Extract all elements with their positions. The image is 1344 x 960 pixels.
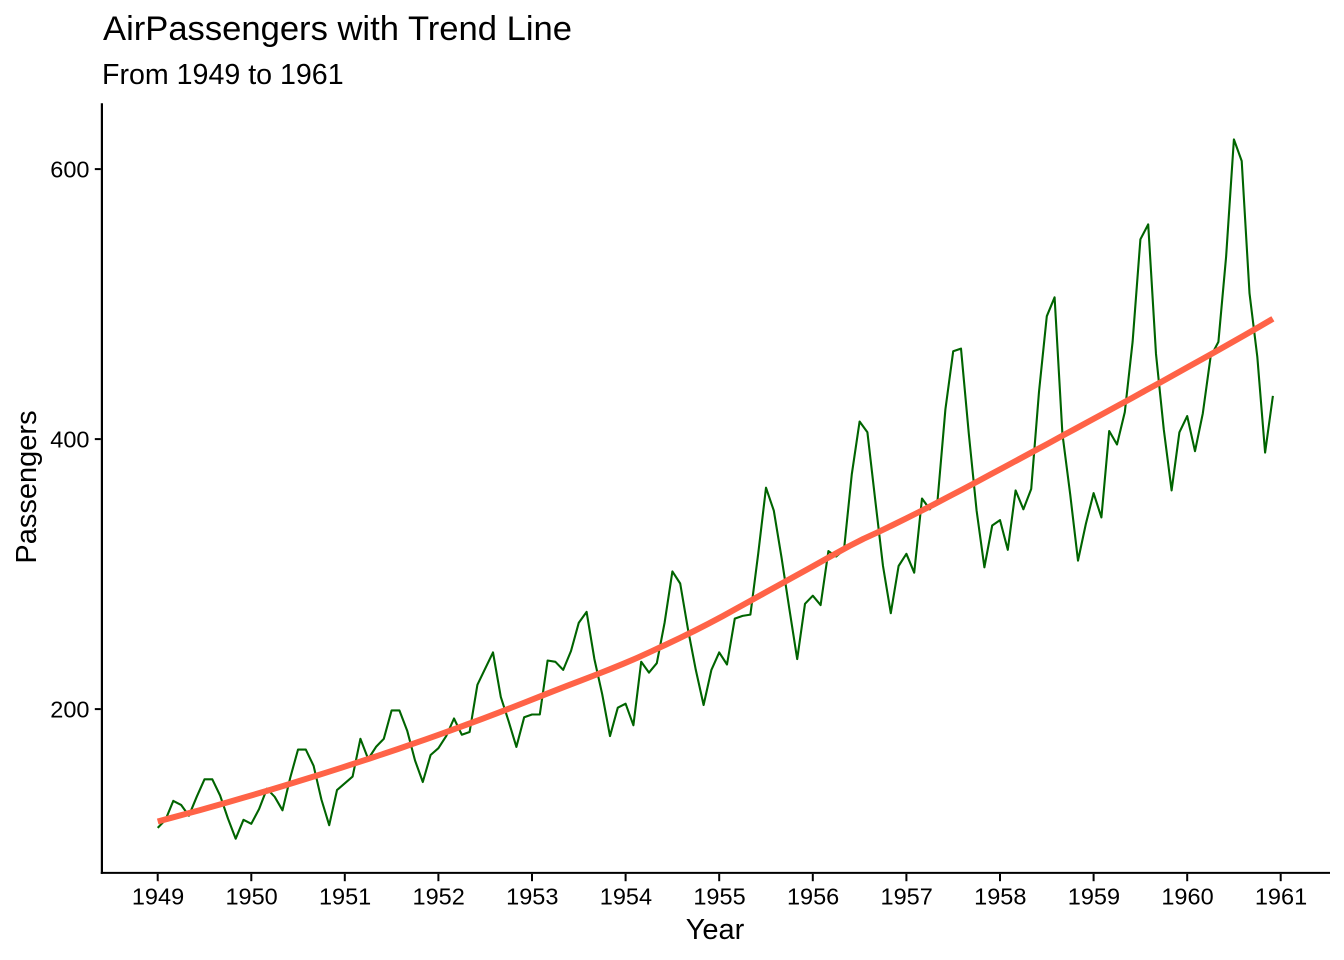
svg-text:1960: 1960 [1161, 884, 1213, 910]
svg-text:1954: 1954 [600, 884, 652, 910]
svg-text:200: 200 [50, 697, 89, 723]
svg-text:Passengers: Passengers [11, 410, 43, 563]
svg-text:1958: 1958 [974, 884, 1026, 910]
svg-text:1949: 1949 [132, 884, 184, 910]
svg-text:400: 400 [50, 427, 89, 453]
svg-text:1959: 1959 [1068, 884, 1120, 910]
svg-text:1952: 1952 [413, 884, 465, 910]
svg-text:1957: 1957 [881, 884, 933, 910]
svg-text:1961: 1961 [1255, 884, 1307, 910]
svg-text:Year: Year [686, 914, 745, 946]
svg-text:1956: 1956 [787, 884, 839, 910]
svg-text:From 1949 to 1961: From 1949 to 1961 [102, 59, 344, 91]
svg-text:1950: 1950 [225, 884, 277, 910]
svg-text:AirPassengers with Trend Line: AirPassengers with Trend Line [103, 10, 572, 48]
svg-text:600: 600 [50, 157, 89, 183]
svg-text:1955: 1955 [693, 884, 745, 910]
svg-text:1953: 1953 [506, 884, 558, 910]
svg-text:1951: 1951 [319, 884, 371, 910]
